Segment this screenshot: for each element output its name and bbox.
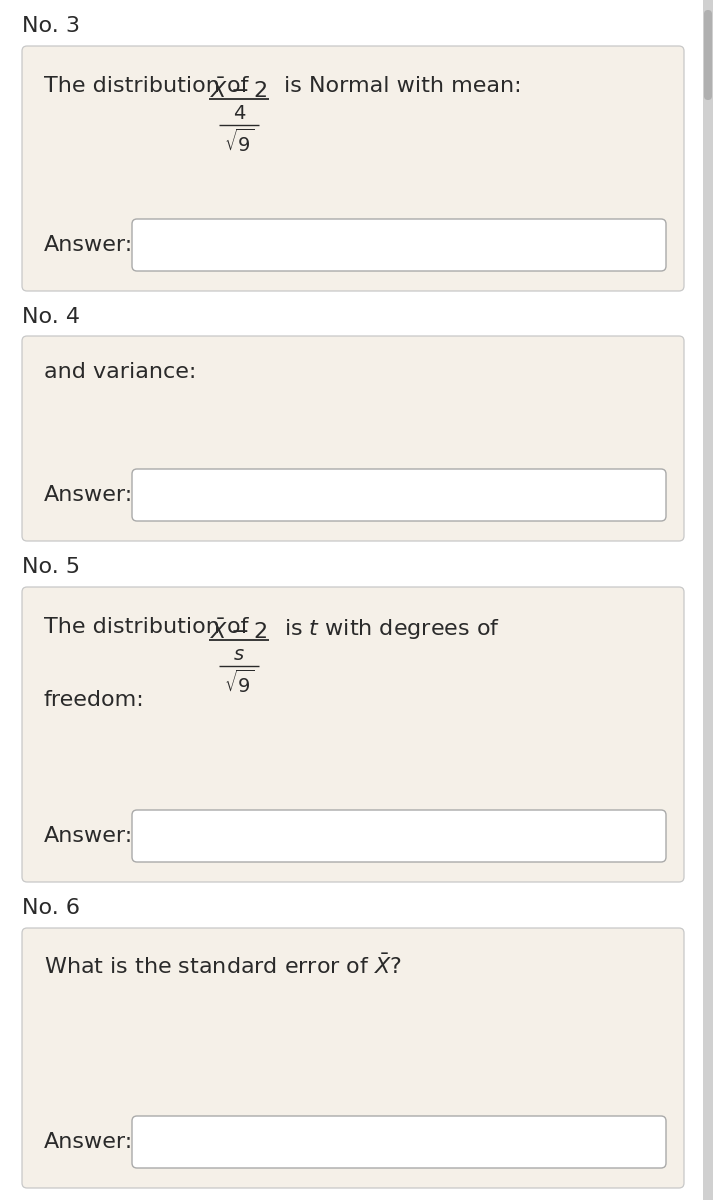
Text: Answer:: Answer: [44, 826, 133, 846]
Text: 4: 4 [233, 104, 245, 122]
Text: What is the standard error of $\bar{X}$?: What is the standard error of $\bar{X}$? [44, 954, 402, 978]
Text: No. 3: No. 3 [22, 16, 80, 36]
Text: $s$: $s$ [233, 646, 245, 664]
Text: $\bar{X}-2$: $\bar{X}-2$ [210, 619, 267, 643]
Text: No. 4: No. 4 [22, 307, 80, 326]
FancyBboxPatch shape [22, 928, 684, 1188]
FancyBboxPatch shape [704, 10, 712, 100]
FancyBboxPatch shape [132, 218, 666, 271]
FancyBboxPatch shape [132, 469, 666, 521]
Text: Answer:: Answer: [44, 485, 133, 505]
Text: and variance:: and variance: [44, 362, 197, 382]
Text: No. 5: No. 5 [22, 557, 80, 577]
Text: freedom:: freedom: [44, 690, 144, 710]
Text: Answer:: Answer: [44, 1132, 133, 1152]
Text: Answer:: Answer: [44, 235, 133, 254]
Text: The distribution of: The distribution of [44, 617, 249, 637]
FancyBboxPatch shape [22, 587, 684, 882]
Text: No. 6: No. 6 [22, 898, 80, 918]
Text: $\sqrt{9}$: $\sqrt{9}$ [224, 128, 255, 156]
FancyBboxPatch shape [22, 336, 684, 541]
FancyBboxPatch shape [22, 46, 684, 290]
Text: $\bar{X}-2$: $\bar{X}-2$ [210, 78, 267, 102]
Text: $\sqrt{9}$: $\sqrt{9}$ [224, 670, 255, 697]
FancyBboxPatch shape [132, 1116, 666, 1168]
Bar [703, 0, 713, 1200]
Text: is $t$ with degrees of: is $t$ with degrees of [284, 617, 500, 641]
FancyBboxPatch shape [132, 810, 666, 862]
Text: is Normal with mean:: is Normal with mean: [284, 76, 522, 96]
Text: The distribution of: The distribution of [44, 76, 249, 96]
